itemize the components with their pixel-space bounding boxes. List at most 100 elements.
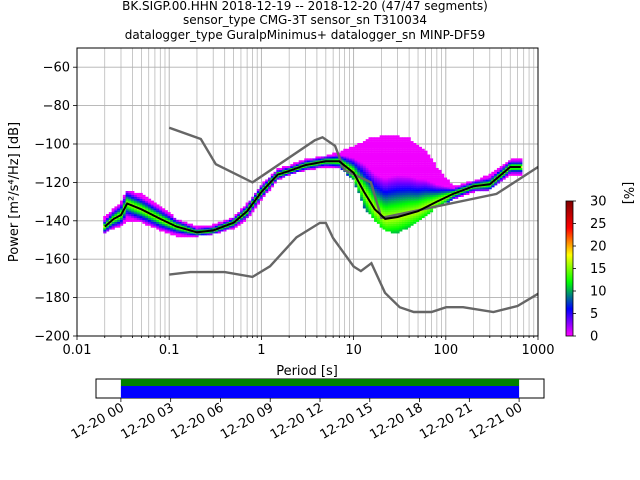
psd-plot-area: 0.01 0.1 1 10 100 1000 −60−80−100−120−140−160… [7, 47, 555, 379]
density-cell [248, 214, 252, 217]
density-cell [365, 187, 369, 190]
density-cell [390, 231, 395, 234]
density-cell [365, 191, 369, 194]
density-cell [147, 208, 152, 211]
density-cell [281, 169, 286, 172]
density-cell [248, 200, 252, 203]
density-cell [443, 187, 448, 190]
density-cell [301, 167, 305, 171]
density-cell [443, 191, 448, 194]
density-cell [170, 233, 174, 236]
density-cell [407, 225, 411, 228]
density-cell [374, 173, 378, 176]
density-cell [161, 229, 166, 232]
density-cell [351, 150, 355, 153]
density-cell [156, 223, 160, 226]
density-cell [248, 204, 252, 207]
density-cell [424, 160, 428, 163]
density-cell [424, 177, 428, 180]
density-cell [362, 164, 367, 167]
density-cell [376, 156, 381, 159]
x-tick-label: 0.1 [159, 343, 180, 358]
density-cell [401, 189, 406, 192]
density-cell [382, 183, 386, 186]
density-cell [184, 233, 188, 236]
density-cell [382, 141, 386, 144]
noise-models [104, 126, 539, 314]
density-cell [415, 212, 420, 215]
density-cell [382, 181, 386, 184]
density-cell [256, 202, 261, 205]
density-cell [304, 167, 308, 171]
density-cell [407, 173, 411, 176]
density-cell [393, 212, 397, 215]
density-cell [413, 162, 417, 165]
density-cell [214, 229, 219, 232]
density-cell [407, 191, 411, 194]
density-cell [443, 177, 448, 180]
density-cell [418, 156, 422, 159]
density-cell [348, 162, 353, 165]
density-cell [365, 181, 369, 184]
density-cell [399, 196, 403, 199]
density-cell [362, 141, 367, 144]
density-cell [318, 166, 322, 169]
density-cell [424, 191, 428, 194]
density-cell [315, 166, 319, 169]
density-cell [234, 223, 238, 226]
density-cell [388, 227, 392, 230]
density-cell [435, 179, 439, 182]
density-cell [421, 202, 425, 205]
density-cell [477, 187, 481, 190]
density-cell [388, 210, 392, 213]
density-cell [421, 177, 425, 180]
density-cell [240, 221, 244, 224]
density-cell [418, 198, 422, 201]
density-cell [374, 192, 378, 196]
density-cell [262, 185, 266, 188]
density-cell [513, 164, 517, 167]
density-cell [237, 214, 241, 217]
density-cell [251, 210, 255, 213]
density-cell [427, 167, 431, 171]
density-cell [254, 196, 258, 199]
density-cell [404, 141, 408, 144]
density-cell [404, 196, 408, 199]
density-cell [223, 229, 227, 232]
density-cell [382, 139, 386, 142]
density-cell [480, 189, 484, 192]
density-cell [265, 179, 269, 182]
density-cell [421, 179, 425, 182]
density-cell [407, 194, 411, 197]
density-cell [131, 217, 135, 220]
density-cell [346, 152, 350, 155]
density-cell [404, 139, 408, 142]
density-cell [379, 221, 383, 224]
density-cell [393, 173, 397, 176]
density-cell [385, 171, 389, 174]
density-cell [415, 148, 420, 151]
density-cell [189, 235, 194, 238]
density-cell [371, 156, 375, 159]
density-cell [401, 171, 406, 174]
density-cell [362, 160, 367, 163]
density-cell [379, 181, 383, 184]
density-cell [424, 154, 428, 157]
density-cell [374, 150, 378, 153]
density-cell [441, 192, 445, 196]
density-cell [404, 169, 408, 172]
density-cell [390, 166, 395, 169]
density-cell [401, 196, 406, 199]
density-cell [184, 231, 188, 234]
density-cell [360, 152, 364, 155]
density-cell [424, 194, 428, 197]
density-cell [446, 191, 450, 194]
density-cell [393, 187, 397, 190]
density-cell [128, 200, 132, 203]
density-cell [360, 162, 364, 165]
density-cell [164, 225, 168, 228]
density-cell [220, 223, 224, 226]
density-cell [404, 166, 408, 169]
density-cell [429, 173, 434, 176]
density-cell [427, 171, 431, 174]
